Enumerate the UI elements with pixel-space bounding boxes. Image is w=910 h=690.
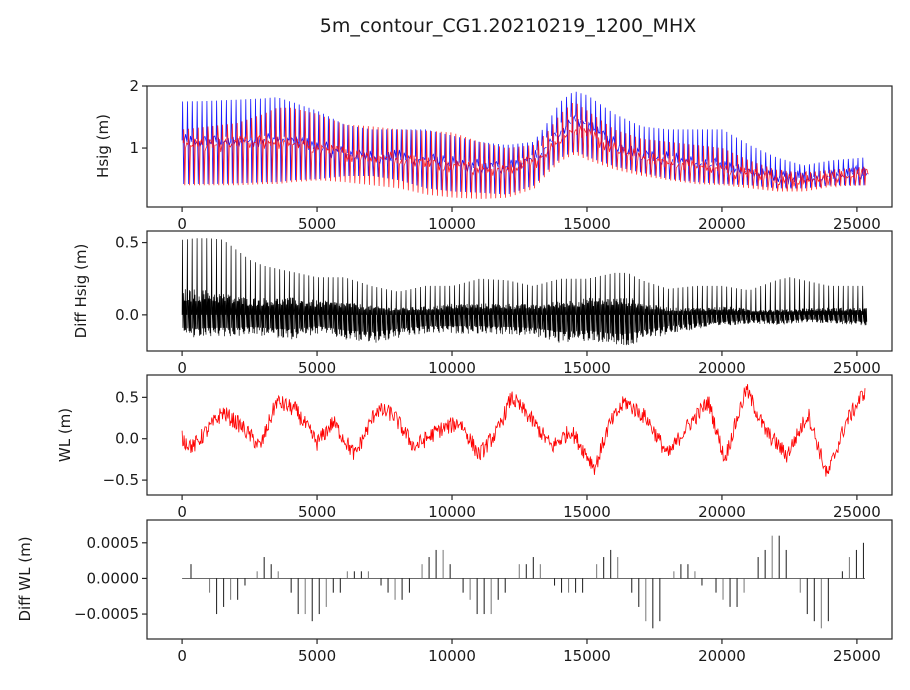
hsig-panel: 0 5000 10000 15000 20000 25000 1 2 Hsig (m)	[94, 77, 893, 233]
x-tick-label: 25000	[833, 503, 881, 521]
x-tick-label: 10000	[428, 215, 476, 233]
y-tick-label: 2	[129, 77, 139, 95]
x-tick-label: 0	[177, 503, 187, 521]
series-line-model_a	[181, 91, 868, 195]
x-tick-label: 15000	[563, 503, 611, 521]
x-tick-label: 10000	[428, 359, 476, 377]
x-tick-label: 10000	[428, 647, 476, 665]
x-tick-label: 0	[177, 359, 187, 377]
y-tick-label: −0.5	[103, 471, 139, 489]
x-tick-label: 25000	[833, 647, 881, 665]
x-tick-label: 0	[177, 215, 187, 233]
y-tick-label: 1	[129, 139, 139, 157]
y-tick-label: 0.0000	[87, 569, 140, 587]
x-tick-label: 15000	[563, 359, 611, 377]
x-tick-label: 25000	[833, 215, 881, 233]
wl-ylabel: WL (m)	[56, 408, 74, 462]
hsig-axes-frame	[146, 85, 893, 208]
wl-axes-frame	[146, 374, 893, 496]
diff-wl-axes-frame	[146, 519, 893, 640]
x-tick-label: 25000	[833, 359, 881, 377]
x-tick-label: 15000	[563, 647, 611, 665]
x-tick-label: 5000	[298, 359, 336, 377]
y-tick-label: 0.0	[115, 306, 139, 324]
x-tick-label: 20000	[698, 215, 746, 233]
x-tick-label: 20000	[698, 359, 746, 377]
y-tick-label: 0.0	[115, 430, 139, 448]
hsig-plot-area: 0 5000 10000 15000 20000 25000 1 2	[129, 77, 893, 233]
diff-hsig-ylabel: Diff Hsig (m)	[72, 244, 90, 339]
x-tick-label: 20000	[698, 503, 746, 521]
x-tick-label: 15000	[563, 215, 611, 233]
x-tick-label: 10000	[428, 503, 476, 521]
series-line-water_level	[181, 384, 866, 477]
diff-wl-ylabel: Diff WL (m)	[16, 536, 34, 621]
hsig-ylabel: Hsig (m)	[94, 114, 112, 178]
series-line-model_b	[182, 102, 869, 199]
series-line-difference	[181, 238, 868, 346]
diff-wl-plot-area: 0 5000 10000 15000 20000 25000 −0.0005 0.0000 0.…	[74, 519, 893, 665]
y-tick-label: 0.5	[115, 388, 139, 406]
x-tick-label: 5000	[298, 647, 336, 665]
wl-plot-area: 0 5000 10000 15000 20000 25000 −0.5 0.0 0.5	[103, 374, 893, 521]
diff-hsig-panel: 0 5000 10000 15000 20000 25000 0.0 0.5 Diff Hsi…	[72, 230, 893, 377]
x-tick-label: 20000	[698, 647, 746, 665]
diff-wl-panel: 0 5000 10000 15000 20000 25000 −0.0005 0.0000 0.…	[16, 519, 893, 665]
diff-hsig-plot-area: 0 5000 10000 15000 20000 25000 0.0 0.5	[115, 230, 893, 377]
x-tick-label: 5000	[298, 503, 336, 521]
x-tick-label: 5000	[298, 215, 336, 233]
y-tick-label: 0.0005	[87, 534, 140, 552]
y-tick-label: −0.0005	[74, 605, 139, 623]
wl-panel: 0 5000 10000 15000 20000 25000 −0.5 0.0 0.5 WL (…	[56, 374, 893, 521]
figure-title: 5m_contour_CG1.20210219_1200_MHX	[320, 15, 697, 37]
x-tick-label: 0	[177, 647, 187, 665]
diff-hsig-axes-frame	[146, 230, 893, 352]
y-tick-label: 0.5	[115, 234, 139, 252]
